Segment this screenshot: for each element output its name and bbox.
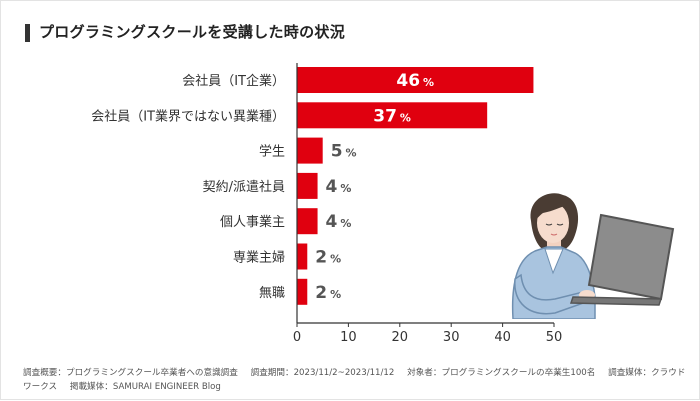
bar (297, 102, 488, 129)
data-label: 4% (326, 177, 352, 197)
bar (297, 243, 308, 270)
x-tick-label: 20 (392, 330, 409, 345)
footnote-survey: 調査概要：プログラミングスクール卒業者への意識調査 (23, 368, 238, 378)
bar (297, 278, 308, 305)
chart-title: プログラミングスクールを受講した時の状況 (39, 23, 346, 41)
category-label: 無職 (259, 286, 285, 301)
category-label: 専業主婦 (233, 250, 285, 266)
title-accent-bar (25, 24, 30, 42)
bar (297, 208, 318, 235)
category-label: 個人事業主 (220, 214, 285, 230)
data-label: 2% (315, 248, 341, 268)
data-label: 5% (331, 142, 357, 162)
data-label: 37% (373, 106, 411, 126)
footnote-published: 掲載媒体：SAMURAI ENGINEER Blog (69, 382, 221, 392)
x-tick-label: 50 (546, 330, 563, 345)
footnote-period: 調査期間：2023/11/2~2023/11/12 (250, 368, 395, 378)
data-label: 2% (315, 283, 341, 303)
data-label: 4% (326, 212, 352, 232)
woman-using-laptop-illustration (511, 193, 675, 319)
survey-footnote: 調査概要：プログラミングスクール卒業者への意識調査 調査期間：2023/11/2… (23, 366, 688, 394)
bar (297, 137, 323, 164)
category-label: 会社員（IT業界ではない異業種） (91, 108, 285, 124)
x-tick-label: 30 (443, 330, 460, 345)
footnote-target: 対象者：プログラミングスクールの卒業生100名 (407, 368, 596, 378)
category-label: 会社員（IT企業） (182, 73, 285, 89)
x-tick-label: 0 (293, 330, 301, 345)
category-label: 契約/派遣社員 (203, 179, 285, 195)
x-tick-label: 40 (494, 330, 511, 345)
data-label: 46% (396, 71, 434, 91)
category-label: 学生 (259, 144, 285, 160)
bar (297, 67, 534, 93)
bar (297, 172, 318, 199)
x-tick-label: 10 (340, 330, 357, 345)
footnote-medium: 調査媒体：クラウドワークス (23, 368, 686, 392)
